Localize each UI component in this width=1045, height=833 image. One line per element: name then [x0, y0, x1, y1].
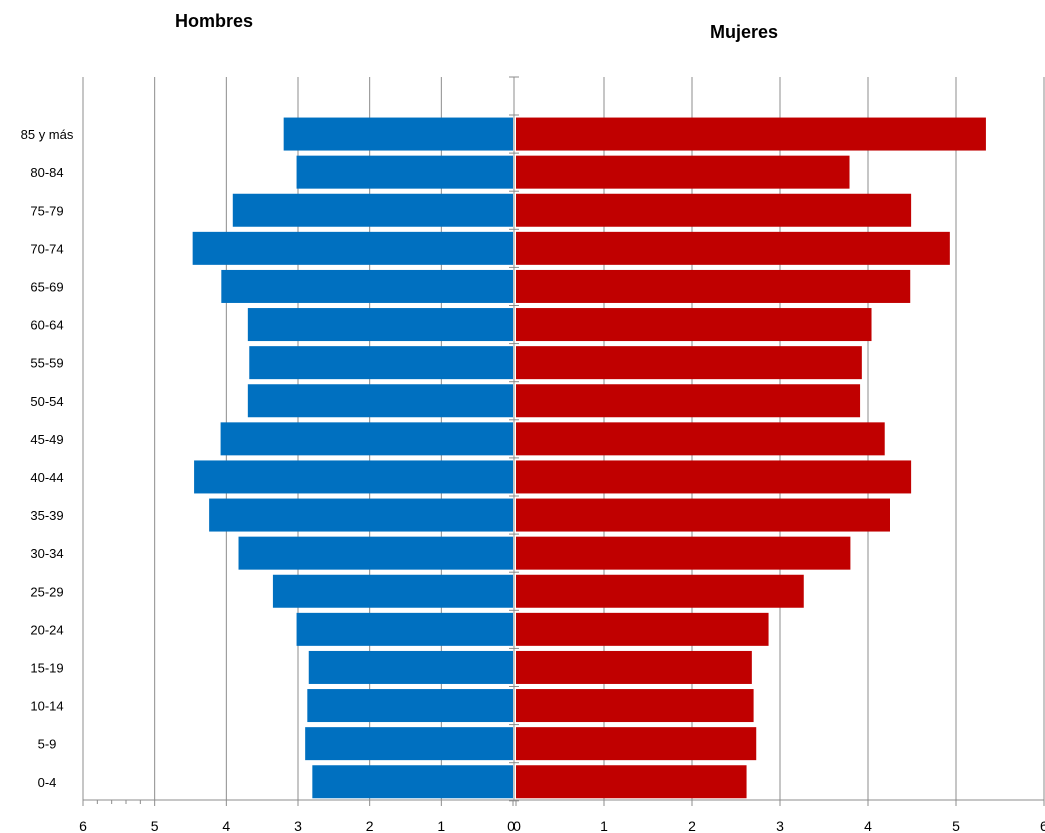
mujeres-bar	[516, 308, 872, 342]
age-group-label: 50-54	[30, 394, 63, 409]
axis-layer	[82, 76, 1045, 806]
x-tick-label: 6	[1040, 818, 1045, 833]
hombres-bar	[220, 422, 513, 456]
hombres-bar	[221, 269, 514, 303]
label-layer: 0-4 5-9 10-14 15-19 20-24 25-29 30-34 35-39 40-4…	[21, 127, 1045, 833]
age-group-label: 20-24	[30, 622, 63, 637]
age-group-label: 75-79	[30, 203, 63, 218]
x-tick-label: 0	[513, 818, 521, 833]
mujeres-bar	[516, 460, 912, 494]
x-tick-label: 5	[952, 818, 960, 833]
age-group-label: 60-64	[30, 318, 63, 333]
right-chart-title: Mujeres	[710, 22, 778, 42]
hombres-bar	[247, 308, 514, 342]
hombres-bar	[308, 650, 513, 684]
mujeres-bar	[516, 346, 862, 380]
hombres-bar	[296, 155, 513, 189]
x-tick-label: 6	[79, 818, 87, 833]
mujeres-bar	[516, 117, 986, 151]
age-group-label: 45-49	[30, 432, 63, 447]
hombres-bar	[283, 117, 513, 151]
hombres-bar	[307, 689, 513, 723]
hombres-bar	[305, 727, 513, 761]
mujeres-bar	[516, 765, 747, 799]
age-group-label: 0-4	[38, 775, 57, 790]
mujeres-bar	[516, 422, 885, 456]
age-group-label: 10-14	[30, 699, 63, 714]
hombres-bar	[209, 498, 513, 532]
bars-layer	[192, 117, 986, 799]
age-group-label: 35-39	[30, 508, 63, 523]
mujeres-bar	[516, 727, 757, 761]
age-group-label: 65-69	[30, 279, 63, 294]
mujeres-bar	[516, 689, 754, 723]
mujeres-bar	[516, 612, 769, 646]
hombres-bar	[272, 574, 513, 608]
hombres-bar	[194, 460, 514, 494]
x-tick-label: 3	[776, 818, 784, 833]
hombres-bar	[192, 231, 513, 265]
hombres-bar	[312, 765, 513, 799]
x-tick-label: 0	[507, 818, 515, 833]
mujeres-bar	[516, 384, 861, 418]
age-group-label: 80-84	[30, 165, 63, 180]
mujeres-bar	[516, 269, 911, 303]
hombres-bar	[247, 384, 514, 418]
age-group-label: 5-9	[38, 737, 57, 752]
mujeres-bar	[516, 498, 890, 532]
x-tick-label: 1	[600, 818, 608, 833]
age-group-label: 40-44	[30, 470, 63, 485]
hombres-bar	[249, 346, 513, 380]
age-group-label: 25-29	[30, 584, 63, 599]
age-group-label: 85 y más	[21, 127, 74, 142]
x-tick-label: 1	[437, 818, 445, 833]
mujeres-bar	[516, 193, 912, 227]
hombres-bar	[232, 193, 514, 227]
mujeres-bar	[516, 155, 850, 189]
x-tick-label: 3	[294, 818, 302, 833]
age-group-label: 70-74	[30, 241, 63, 256]
x-tick-label: 4	[864, 818, 872, 833]
mujeres-bar	[516, 574, 804, 608]
x-tick-label: 2	[366, 818, 374, 833]
x-tick-label: 4	[222, 818, 230, 833]
age-group-label: 15-19	[30, 660, 63, 675]
mujeres-bar	[516, 536, 851, 570]
x-tick-label: 2	[688, 818, 696, 833]
left-chart-title: Hombres	[175, 11, 253, 31]
age-group-label: 55-59	[30, 356, 63, 371]
mujeres-bar	[516, 231, 950, 265]
mujeres-bar	[516, 650, 752, 684]
age-group-label: 30-34	[30, 546, 63, 561]
hombres-bar	[238, 536, 513, 570]
x-tick-label: 5	[151, 818, 159, 833]
hombres-bar	[296, 612, 513, 646]
